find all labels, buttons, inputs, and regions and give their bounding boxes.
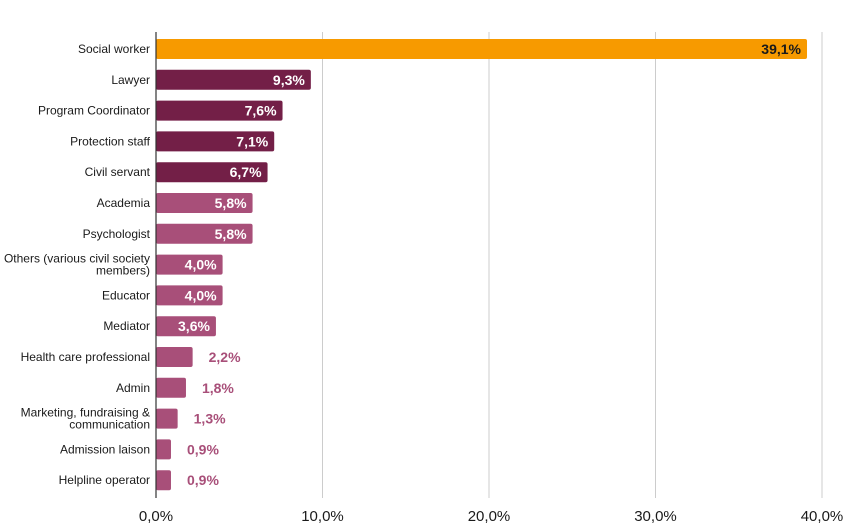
bar (156, 316, 216, 337)
value-label: 7,1% (236, 133, 268, 149)
bar (156, 285, 223, 306)
category-label: Program Coordinator (38, 104, 150, 118)
bar (156, 347, 193, 367)
value-label: 2,2% (209, 349, 241, 365)
category-label-line: Others (various civil society (4, 252, 150, 266)
labels: Social worker 39,1% Lawyer 9,3% Program Coor… (4, 41, 802, 488)
bar (156, 100, 283, 121)
category-label: Psychologist (83, 227, 151, 241)
category-label-line: Marketing, fundraising & (21, 406, 150, 420)
category-label: Marketing, fundraising & communication (21, 406, 150, 432)
category-label: Lawyer (111, 73, 150, 87)
value-label: 9,3% (273, 72, 305, 88)
category-label: Protection staff (70, 134, 150, 148)
bar (156, 470, 171, 491)
bars (156, 39, 808, 491)
bar (156, 193, 253, 213)
category-label: Helpline operator (59, 473, 150, 487)
value-label: 4,0% (185, 257, 217, 273)
gridlines (322, 32, 823, 498)
bar (156, 254, 223, 275)
value-label: 5,8% (215, 226, 247, 242)
category-label: Health care professional (21, 350, 150, 364)
value-label: 6,7% (230, 164, 262, 180)
value-label: 7,6% (245, 103, 277, 119)
value-label: 0,9% (187, 441, 219, 457)
category-label: Mediator (103, 319, 150, 333)
bar (156, 69, 311, 90)
x-tick-label: 10,0% (301, 508, 344, 525)
category-label: Civil servant (85, 165, 151, 179)
value-label: 4,0% (185, 287, 217, 303)
value-label: 39,1% (761, 41, 801, 57)
bar (156, 377, 186, 398)
category-label: Academia (97, 196, 151, 210)
category-label-line: members) (96, 264, 150, 278)
bar (156, 131, 275, 152)
x-tick-label: 30,0% (634, 508, 677, 525)
value-label: 1,8% (202, 380, 234, 396)
category-label-line: communication (69, 418, 150, 432)
category-label: Admission laison (60, 442, 150, 456)
category-label: Educator (102, 288, 150, 302)
value-label: 3,6% (178, 318, 210, 334)
value-label: 1,3% (194, 411, 226, 427)
value-label: 0,9% (187, 472, 219, 488)
bar (156, 223, 253, 244)
bar (156, 162, 268, 183)
category-label: Admin (116, 381, 150, 395)
bar (156, 439, 171, 460)
x-tick-label: 40,0% (801, 508, 844, 525)
x-tick-label: 20,0% (468, 508, 511, 525)
bar (156, 39, 808, 59)
value-label: 5,8% (215, 195, 247, 211)
x-tick-label: 0,0% (139, 508, 173, 525)
category-label: Others (various civil society members) (4, 252, 150, 278)
axes: 0,0% 10,0% 20,0% 30,0% 40,0% (139, 32, 843, 525)
category-label: Social worker (78, 42, 150, 56)
bar (156, 408, 178, 429)
